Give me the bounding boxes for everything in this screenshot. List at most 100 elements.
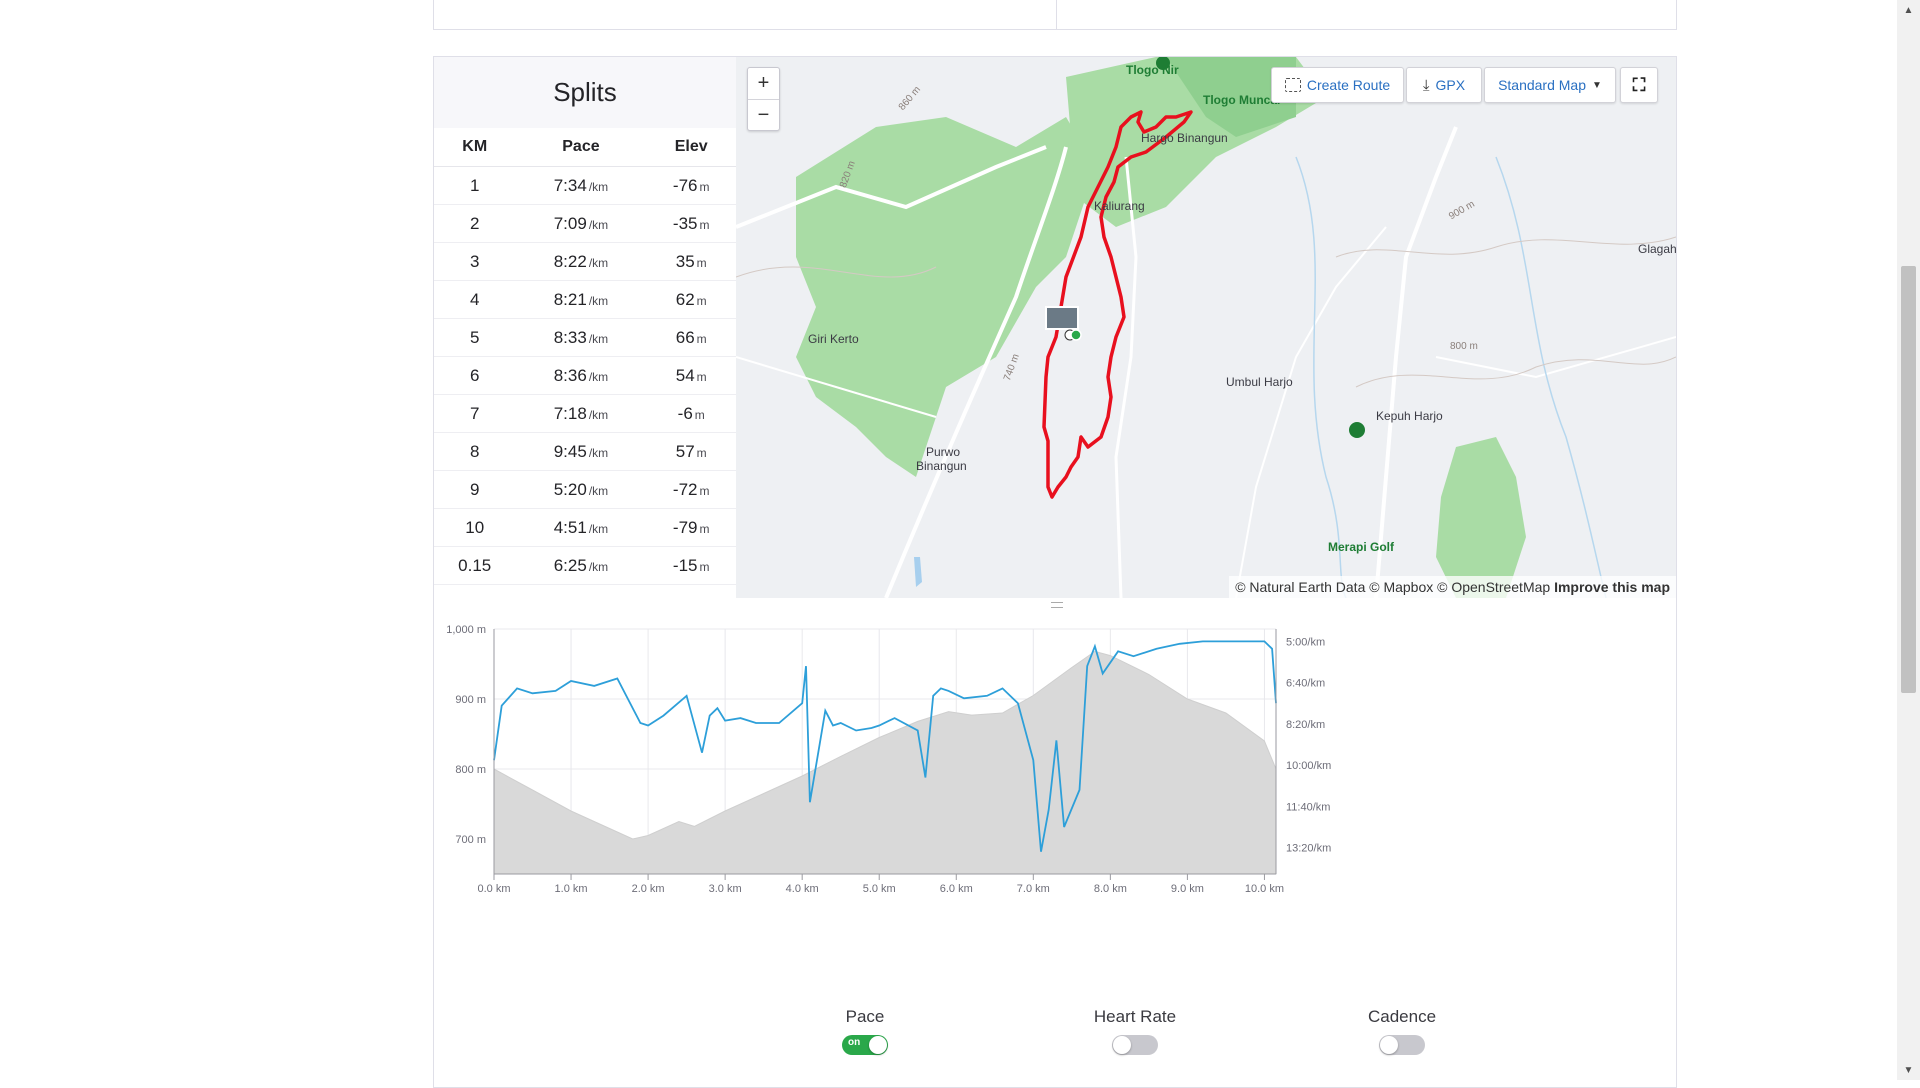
scroll-thumb[interactable]	[1901, 266, 1916, 693]
split-elev: -79 m	[646, 508, 736, 547]
split-pace-value: 4:51	[553, 517, 587, 537]
resize-handle[interactable]	[1051, 602, 1063, 608]
split-km: 2	[434, 204, 516, 243]
elev-unit: m	[699, 521, 710, 536]
scroll-up-arrow[interactable]: ▲	[1903, 4, 1914, 16]
chart-axes: 0.0 km 1.0 km 2.0 km 3.0 km 4.0 km 5.0 km 6.0 …	[446, 624, 1331, 895]
splits-header-row: KM Pace Elev	[434, 128, 736, 167]
gpx-label: GPX	[1435, 77, 1466, 93]
road-minor-1	[736, 356, 937, 418]
split-row[interactable]: 4 8:21/km 62 m	[434, 280, 736, 319]
map-label-kaliurang: Kaliurang	[1094, 199, 1145, 213]
split-elev: 66 m	[646, 318, 736, 357]
header-pace: Pace	[515, 128, 647, 167]
split-row[interactable]: 9 5:20/km -72 m	[434, 470, 736, 509]
split-row[interactable]: 0.15 6:25/km -15 m	[434, 546, 736, 585]
split-elev-value: -76	[672, 175, 698, 195]
split-pace-value: 9:45	[553, 441, 587, 461]
pace-unit: /km	[588, 331, 609, 346]
zoom-in-button[interactable]: +	[748, 68, 779, 100]
lake	[914, 557, 922, 587]
map-attribution: © Natural Earth Data © Mapbox © OpenStre…	[1229, 576, 1676, 598]
map-style-label: Standard Map	[1498, 77, 1587, 93]
park-pin-tlogo-nir	[1156, 57, 1170, 70]
toggle-knob	[1380, 1036, 1398, 1054]
map-style-dropdown[interactable]: Standard Map ▼	[1484, 67, 1616, 103]
toggle-knob	[869, 1036, 887, 1054]
split-elev-value: 54	[675, 365, 695, 385]
elev-unit: m	[696, 369, 707, 384]
split-row[interactable]: 8 9:45/km 57 m	[434, 432, 736, 471]
split-row[interactable]: 6 8:36/km 54 m	[434, 356, 736, 395]
chart-toggles: Pace on Heart Rate Cadence	[434, 1007, 1676, 1087]
split-pace-value: 7:09	[553, 213, 587, 233]
split-pace: 8:33/km	[515, 318, 647, 357]
zoom-controls: + −	[747, 67, 780, 131]
split-km: 3	[434, 242, 516, 281]
split-elev-value: 35	[675, 251, 695, 271]
y-right-tick-label: 11:40/km	[1286, 801, 1330, 813]
split-elev: -6 m	[646, 394, 736, 433]
previous-panel	[433, 0, 1677, 30]
map-label-hargo-binangun: Hargo Binangun	[1141, 131, 1228, 145]
x-tick-label: 3.0 km	[709, 883, 742, 895]
split-pace: 8:21/km	[515, 280, 647, 319]
split-elev-value: -79	[672, 517, 698, 537]
route-icon	[1284, 78, 1301, 92]
photo-marker	[1045, 306, 1079, 330]
zoom-out-button[interactable]: −	[757, 104, 770, 126]
y-right-tick-label: 6:40/km	[1286, 678, 1325, 690]
heart-rate-toggle[interactable]	[1112, 1035, 1158, 1055]
road-minor-2	[1235, 226, 1387, 598]
y-right-tick-label: 8:20/km	[1286, 719, 1325, 731]
split-pace: 7:18/km	[515, 394, 647, 433]
panel-divider	[1056, 0, 1057, 29]
split-row[interactable]: 2 7:09/km -35 m	[434, 204, 736, 243]
create-route-button[interactable]: Create Route	[1271, 67, 1404, 103]
road-main-west	[884, 146, 1068, 598]
contour-label-800: 800 m	[1450, 341, 1478, 352]
split-row[interactable]: 5 8:33/km 66 m	[434, 318, 736, 357]
expand-icon: ⛶	[1632, 74, 1646, 95]
split-row[interactable]: 10 4:51/km -79 m	[434, 508, 736, 547]
pace-unit: /km	[588, 483, 609, 498]
merapi-golf-area	[1436, 437, 1526, 598]
split-pace-value: 8:33	[553, 327, 587, 347]
gpx-download-button[interactable]: ⤓ GPX	[1406, 67, 1482, 103]
attribution-text: © Natural Earth Data © Mapbox © OpenStre…	[1235, 579, 1551, 595]
header-km: KM	[434, 128, 516, 167]
elevation-pace-chart[interactable]: 0.0 km 1.0 km 2.0 km 3.0 km 4.0 km 5.0 km 6.0 …	[434, 609, 1676, 1009]
split-elev-value: -35	[672, 213, 698, 233]
cadence-toggle[interactable]	[1379, 1035, 1425, 1055]
page-scrollbar[interactable]: ▲ ▼	[1897, 0, 1920, 1080]
split-pace-value: 8:22	[553, 251, 587, 271]
toggle-knob	[1113, 1036, 1131, 1054]
split-pace-value: 7:34	[553, 175, 587, 195]
split-km: 9	[434, 470, 516, 509]
road-main-east	[1374, 126, 1458, 598]
caret-down-icon: ▼	[1592, 79, 1602, 91]
fullscreen-button[interactable]: ⛶	[1620, 67, 1658, 103]
elev-unit: m	[699, 179, 710, 194]
split-km: 7	[434, 394, 516, 433]
route-map[interactable]: Tlogo Nir Tlogo Muncar Hargo Binangun Ka…	[736, 57, 1676, 598]
split-row[interactable]: 3 8:22/km 35 m	[434, 242, 736, 281]
pace-toggle[interactable]: on	[842, 1035, 888, 1055]
split-elev: 54 m	[646, 356, 736, 395]
splits-title: Splits	[434, 57, 736, 128]
split-row[interactable]: 1 7:34/km -76 m	[434, 166, 736, 205]
map-label-glagah: Glagah	[1638, 242, 1676, 256]
split-km: 8	[434, 432, 516, 471]
elevation-area	[493, 650, 1277, 875]
forest-area-west	[796, 117, 1096, 477]
improve-map-link[interactable]: Improve this map	[1554, 579, 1670, 595]
split-elev-value: 62	[675, 289, 695, 309]
elev-unit: m	[699, 559, 710, 574]
split-pace: 8:22/km	[515, 242, 647, 281]
start-marker	[1070, 329, 1082, 341]
split-pace: 4:51/km	[515, 508, 647, 547]
road-northwest	[736, 145, 1047, 229]
park-pin-merapi-golf	[1349, 422, 1365, 438]
scroll-down-arrow[interactable]: ▼	[1903, 1064, 1914, 1076]
split-row[interactable]: 7 7:18/km -6 m	[434, 394, 736, 433]
